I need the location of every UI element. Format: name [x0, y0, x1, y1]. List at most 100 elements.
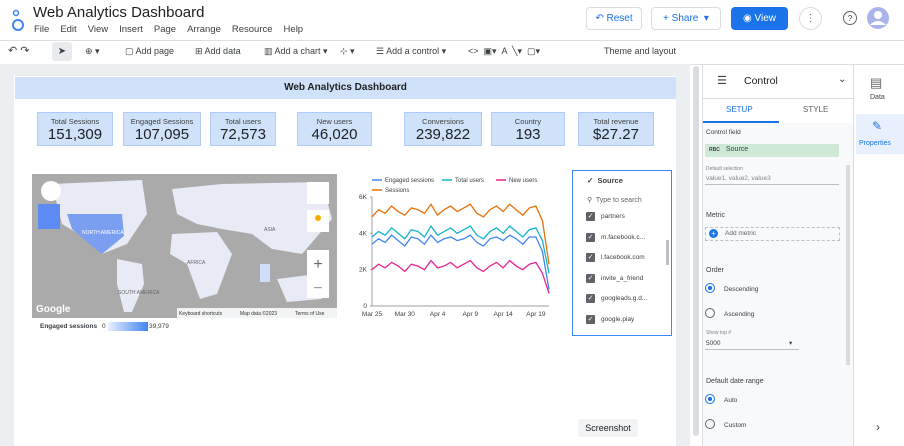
- add-metric[interactable]: [705, 227, 840, 241]
- field-name: Source: [726, 146, 749, 153]
- map-region: [260, 264, 270, 282]
- scorecard-value: 151,309: [47, 126, 103, 143]
- radio[interactable]: [705, 308, 715, 318]
- input[interactable]: 5000: [706, 340, 721, 347]
- scorecard: New users 46,020: [297, 112, 372, 146]
- zoom-tool[interactable]: ⊕ ▾: [85, 46, 100, 56]
- map-legend-min: 0: [102, 323, 106, 330]
- map-zoom[interactable]: [307, 250, 329, 298]
- scorecard-value: $27.27: [593, 126, 639, 143]
- tab-indicator: [703, 121, 779, 123]
- tab-style[interactable]: STYLE: [803, 105, 829, 114]
- tab-setup[interactable]: SETUP: [726, 105, 753, 114]
- menu-item[interactable]: Resource: [231, 24, 273, 35]
- share-label: Share: [671, 13, 699, 24]
- x-tick-label: Apr 4: [430, 311, 446, 318]
- app-title: Web Analytics Dashboard: [33, 4, 205, 21]
- menu-item[interactable]: Arrange: [187, 24, 221, 35]
- field-type: RBC: [709, 147, 720, 153]
- theme-layout[interactable]: Theme and layout: [604, 46, 676, 56]
- menu-item[interactable]: Edit: [60, 24, 77, 35]
- add-icon: +: [709, 229, 718, 238]
- map-region-label: AFRICA: [187, 260, 206, 266]
- scorecard-value: 107,095: [134, 126, 190, 143]
- expand-arrow[interactable]: ›: [876, 420, 880, 434]
- sidebar-data[interactable]: Data: [870, 94, 885, 101]
- add-data[interactable]: ⊞ Add data: [195, 46, 241, 56]
- radio[interactable]: [705, 419, 715, 429]
- input[interactable]: value1, value2, value3: [706, 175, 771, 182]
- map-legend-max: 39,979: [149, 323, 169, 330]
- menu-item[interactable]: Help: [283, 24, 304, 35]
- filter-item: google.play: [601, 315, 635, 323]
- radio-checked[interactable]: [705, 394, 715, 404]
- map-footer-text: Map data ©2023: [240, 310, 277, 317]
- panel-scrollbar: [846, 165, 850, 365]
- scorecard-value: 72,573: [220, 126, 266, 143]
- avatar[interactable]: [867, 7, 889, 29]
- add-control[interactable]: ☰ Add a control ▾: [376, 46, 447, 56]
- series-line: [371, 224, 550, 274]
- legend-label: Engaged sessions: [385, 178, 434, 184]
- scrollbar: [693, 66, 699, 436]
- view-button[interactable]: ◉ View: [731, 7, 788, 30]
- select-tool[interactable]: ➤: [52, 42, 72, 61]
- checkbox[interactable]: ✓: [586, 212, 595, 221]
- map-region-label: NORTH AMERICA: [82, 230, 124, 236]
- scorecard-label: Conversions: [422, 117, 464, 126]
- checkbox[interactable]: ✓: [586, 273, 595, 283]
- radio-checked[interactable]: [705, 283, 715, 293]
- sidebar-border: [853, 64, 854, 446]
- tooltip: Screenshot: [578, 419, 638, 437]
- label: Order: [706, 267, 724, 274]
- sidebar-properties[interactable]: Properties: [859, 140, 891, 147]
- scorecard: Total Sessions 151,309: [37, 112, 113, 146]
- filter-title: ✓ Source: [587, 176, 623, 185]
- checkbox[interactable]: ✓: [586, 314, 595, 324]
- line-chart: 0 2K 4K 6K Mar 25 Mar 30 Apr 4 Apr 9 Apr 14 Apr 1…: [359, 178, 550, 318]
- map-location-button[interactable]: [41, 181, 61, 201]
- map-usa: [67, 214, 124, 254]
- panel-collapse[interactable]: ⌄: [838, 74, 847, 85]
- legend-label: Total users: [455, 178, 484, 184]
- checkbox[interactable]: ✓: [586, 294, 595, 303]
- filter-item: m.facebook.c...: [601, 233, 646, 241]
- dropdown-arrow: ▾: [789, 340, 793, 347]
- reset-button[interactable]: ↶ Reset: [586, 7, 642, 30]
- checkbox[interactable]: ✓: [586, 232, 595, 242]
- share-button[interactable]: + Share ▾: [651, 7, 721, 30]
- menu-item[interactable]: View: [87, 24, 109, 35]
- menu-item[interactable]: File: [34, 24, 50, 35]
- map-brand: Google: [36, 304, 71, 315]
- shape-tools[interactable]: <> ▣▾ A ╲▾ ▢▾: [468, 46, 540, 56]
- scorecard-label: Engaged Sessions: [130, 117, 194, 126]
- add-control-label: Add a control: [386, 46, 440, 56]
- checkbox[interactable]: ✓: [586, 253, 595, 262]
- x-tick-label: Mar 30: [395, 311, 416, 318]
- map-land: [117, 259, 144, 312]
- label: Metric: [706, 212, 726, 219]
- scorecard-label: Total users: [224, 117, 262, 126]
- map-footer-text: Terms of Use: [295, 311, 325, 317]
- filter-search[interactable]: ⚲ Type to search: [587, 197, 642, 204]
- map-fullscreen[interactable]: [307, 182, 329, 204]
- panel-title: Control: [744, 75, 778, 87]
- view-label: View: [754, 13, 777, 24]
- help-button[interactable]: ?: [843, 11, 857, 25]
- field-chip[interactable]: [705, 144, 839, 157]
- zoom-out: −: [313, 280, 322, 297]
- filter-control[interactable]: [572, 170, 672, 336]
- menu-item[interactable]: Insert: [119, 24, 143, 35]
- add-page[interactable]: ▢ Add page: [125, 46, 175, 56]
- label: Default date range: [706, 378, 764, 385]
- map-land: [170, 232, 232, 299]
- add-data-label: Add data: [204, 46, 241, 56]
- x-tick-label: Apr 14: [494, 311, 514, 318]
- menu-item[interactable]: Page: [153, 24, 177, 35]
- reset-label: Reset: [606, 13, 633, 24]
- more-button[interactable]: ⋮: [799, 7, 822, 30]
- community-tool[interactable]: ⊹ ▾: [340, 46, 355, 56]
- zoom-in: +: [313, 256, 322, 273]
- add-chart[interactable]: ▥ Add a chart ▾: [264, 46, 328, 56]
